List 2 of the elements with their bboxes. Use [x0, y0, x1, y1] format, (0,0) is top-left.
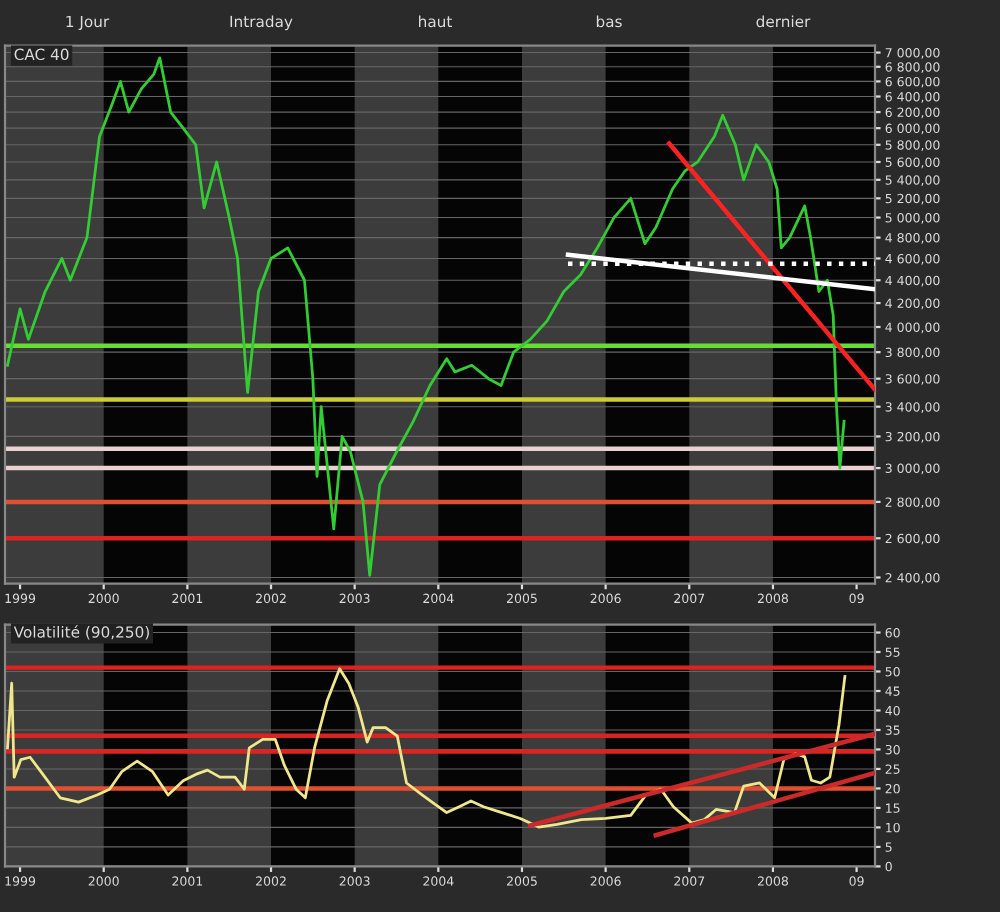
- line-series: [6, 56, 846, 577]
- line-series: [6, 667, 847, 829]
